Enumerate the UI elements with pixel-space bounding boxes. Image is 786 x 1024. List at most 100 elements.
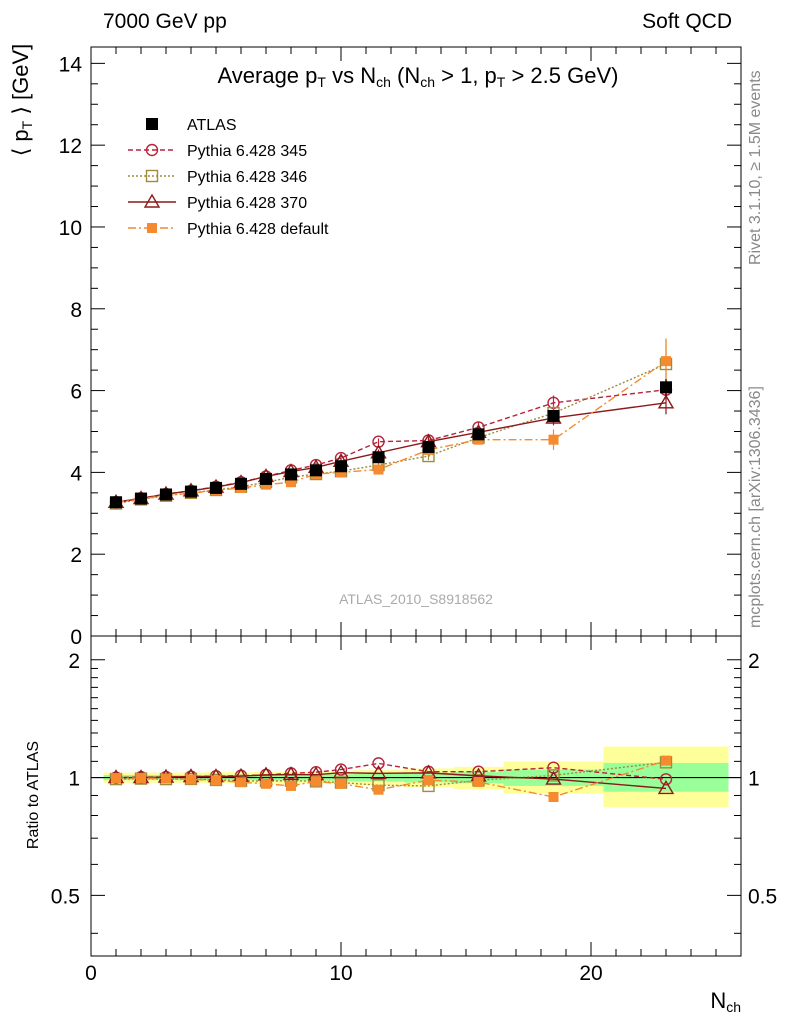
- y-axis-label-text: ⟨ pT ⟩ [GeV]: [8, 44, 35, 157]
- y-tick-label: 8: [70, 299, 82, 322]
- ratio-point: [657, 780, 675, 795]
- ratio-point: [373, 784, 384, 795]
- ratio-point: [311, 776, 321, 787]
- ratio-point: [186, 774, 196, 785]
- analysis-id: ATLAS_2010_S8918562: [339, 591, 493, 607]
- legend-marker: [145, 169, 159, 183]
- ratio-frame: [90, 635, 742, 957]
- ratio-point: [236, 777, 246, 788]
- legend-label: ATLAS: [187, 117, 237, 134]
- ratio-point: [336, 778, 346, 789]
- data-point: [135, 492, 147, 505]
- ratio-axis-label-text: Ratio to ATLAS: [25, 741, 42, 849]
- y-tick-label: 6: [70, 381, 82, 404]
- data-point: [422, 441, 435, 454]
- ratio-point: [309, 775, 323, 788]
- series-line: [115, 363, 667, 505]
- ratio-point: [661, 755, 671, 766]
- data-point: [372, 435, 385, 448]
- series-line: [115, 389, 667, 503]
- legend-marker: [146, 118, 158, 130]
- ratio-point: [136, 773, 146, 784]
- y-axis-label: ⟨ pT ⟩ [GeV]: [8, 44, 35, 157]
- y-tick-label: 0: [70, 626, 82, 649]
- legend-item: Pythia 6.428 default: [128, 221, 329, 238]
- y-tick-label: 2: [70, 544, 82, 567]
- data-point: [185, 485, 197, 498]
- series-atlas: [110, 379, 672, 509]
- series-p346: [109, 339, 673, 510]
- chart-title: Average pT vs Nch (Nch > 1, pT > 2.5 GeV…: [218, 63, 619, 90]
- data-point: [372, 451, 385, 464]
- x-tick-label: 10: [329, 962, 352, 985]
- data-point: [310, 464, 322, 477]
- data-point: [110, 496, 122, 509]
- ratio-point: [111, 773, 121, 784]
- rivet-label: Rivet 3.1.10, ≥ 1.5M events: [747, 70, 764, 265]
- data-point: [661, 356, 671, 367]
- data-point: [235, 477, 247, 490]
- ratio-point: [423, 775, 434, 786]
- series-line: [115, 402, 667, 503]
- legend-item: ATLAS: [146, 117, 237, 134]
- data-point: [335, 460, 347, 473]
- data-point: [472, 428, 485, 441]
- data-point: [285, 468, 297, 481]
- legend-label: Pythia 6.428 370: [187, 195, 307, 212]
- data-point: [548, 434, 559, 445]
- legend-marker: [143, 193, 161, 208]
- ratio-point: [545, 770, 562, 785]
- data-point: [373, 464, 384, 475]
- data-point: [210, 481, 222, 494]
- legend-label: Pythia 6.428 345: [187, 143, 307, 160]
- ratio-y-tick-label-right: 1: [748, 768, 760, 791]
- data-point: [260, 472, 272, 485]
- legend-marker: [145, 143, 159, 157]
- data-point: [160, 488, 172, 501]
- ratio-point: [211, 775, 221, 786]
- ratio-line: [116, 759, 667, 798]
- series-pdef: [111, 338, 671, 508]
- legend-label: Pythia 6.428 346: [187, 169, 307, 186]
- ratio-point: [286, 780, 296, 791]
- x-axis-label: Nch: [710, 988, 741, 1015]
- ratio-point: [261, 778, 271, 789]
- data-point: [286, 477, 296, 488]
- legend-label: Pythia 6.428 default: [187, 221, 329, 238]
- series-line: [115, 360, 667, 504]
- ratio-y-tick-label: 2: [68, 650, 80, 673]
- ratio-point: [547, 769, 560, 782]
- y-tick-label: 12: [59, 135, 82, 158]
- ratio-point: [659, 773, 673, 786]
- legend-item: Pythia 6.428 370: [128, 193, 307, 212]
- header-right: Soft QCD: [642, 10, 732, 33]
- legend-item: Pythia 6.428 345: [128, 143, 307, 160]
- ratio-line: [116, 772, 667, 790]
- ratio-point: [332, 764, 350, 779]
- main-frame: [90, 46, 742, 637]
- y-tick-label: 4: [70, 462, 82, 485]
- ratio-point: [334, 763, 348, 776]
- ratio-point: [282, 766, 300, 781]
- ratio-y-tick-label-right: 2: [748, 650, 760, 673]
- header-left: 7000 GeV pp: [103, 10, 227, 33]
- ratio-point: [370, 764, 387, 780]
- data-point: [547, 409, 560, 422]
- ratio-point: [473, 777, 484, 788]
- ratio-point: [372, 757, 385, 770]
- ratio-y-tick-label: 1: [68, 768, 80, 791]
- ratio-y-tick-label: 0.5: [51, 885, 80, 908]
- legend-item: Pythia 6.428 346: [128, 169, 307, 186]
- data-point: [660, 381, 672, 394]
- ratio-y-tick-label-right: 0.5: [748, 885, 777, 908]
- ratio-point: [161, 773, 171, 784]
- ratio-point: [548, 791, 559, 802]
- y-tick-label: 14: [59, 53, 83, 76]
- ratio-axis-label: Ratio to ATLAS: [25, 741, 42, 849]
- x-tick-label: 0: [85, 962, 97, 985]
- y-tick-label: 10: [59, 217, 82, 240]
- data-point: [336, 467, 346, 478]
- legend-marker: [147, 223, 157, 233]
